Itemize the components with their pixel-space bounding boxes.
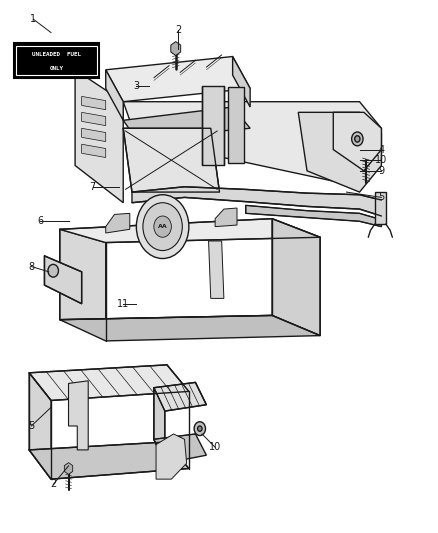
Polygon shape <box>64 463 73 474</box>
Polygon shape <box>153 434 206 463</box>
Polygon shape <box>155 434 186 479</box>
Polygon shape <box>60 229 106 336</box>
Polygon shape <box>44 256 81 304</box>
Text: 6: 6 <box>37 216 43 227</box>
Polygon shape <box>123 102 381 187</box>
Polygon shape <box>245 205 381 227</box>
Polygon shape <box>153 382 206 411</box>
Text: ONLY: ONLY <box>49 66 64 70</box>
Polygon shape <box>208 241 223 298</box>
Text: 8: 8 <box>28 262 34 271</box>
Polygon shape <box>374 192 385 224</box>
Polygon shape <box>297 112 381 192</box>
Polygon shape <box>215 208 237 227</box>
Text: 4: 4 <box>378 144 384 155</box>
Polygon shape <box>132 187 381 216</box>
FancyBboxPatch shape <box>16 46 96 75</box>
Text: 1: 1 <box>30 14 36 25</box>
Text: 7: 7 <box>89 182 95 192</box>
Circle shape <box>143 203 182 251</box>
Polygon shape <box>106 70 123 120</box>
Polygon shape <box>201 86 223 165</box>
Circle shape <box>136 195 188 259</box>
Polygon shape <box>81 128 106 142</box>
Polygon shape <box>123 107 250 139</box>
Text: 10: 10 <box>208 442 221 452</box>
Polygon shape <box>106 213 130 233</box>
Text: 5: 5 <box>28 421 34 431</box>
Text: 3: 3 <box>133 81 139 91</box>
Polygon shape <box>81 112 106 126</box>
Circle shape <box>197 426 201 431</box>
Polygon shape <box>29 373 51 479</box>
Text: 10: 10 <box>374 155 387 165</box>
Text: UNLEADED  FUEL: UNLEADED FUEL <box>32 52 81 57</box>
Polygon shape <box>60 316 319 341</box>
Polygon shape <box>75 70 123 203</box>
Polygon shape <box>228 87 243 163</box>
Polygon shape <box>170 42 180 55</box>
Circle shape <box>194 422 205 435</box>
Polygon shape <box>123 128 219 192</box>
Text: 2: 2 <box>50 480 56 489</box>
Circle shape <box>48 264 58 277</box>
Polygon shape <box>153 387 164 463</box>
Polygon shape <box>29 365 188 400</box>
FancyBboxPatch shape <box>14 43 99 78</box>
Polygon shape <box>68 381 88 450</box>
Text: 5: 5 <box>378 192 384 203</box>
Circle shape <box>153 216 171 237</box>
Polygon shape <box>232 56 250 107</box>
Text: 2: 2 <box>174 25 180 35</box>
Polygon shape <box>106 56 250 102</box>
Polygon shape <box>332 112 381 171</box>
Polygon shape <box>272 219 319 336</box>
Circle shape <box>351 132 362 146</box>
Polygon shape <box>81 96 106 110</box>
Text: 11: 11 <box>117 298 129 309</box>
Polygon shape <box>81 144 106 158</box>
Text: AA: AA <box>157 224 167 229</box>
Polygon shape <box>29 442 188 479</box>
Text: 9: 9 <box>378 166 384 176</box>
Polygon shape <box>60 219 319 243</box>
Circle shape <box>354 136 359 142</box>
